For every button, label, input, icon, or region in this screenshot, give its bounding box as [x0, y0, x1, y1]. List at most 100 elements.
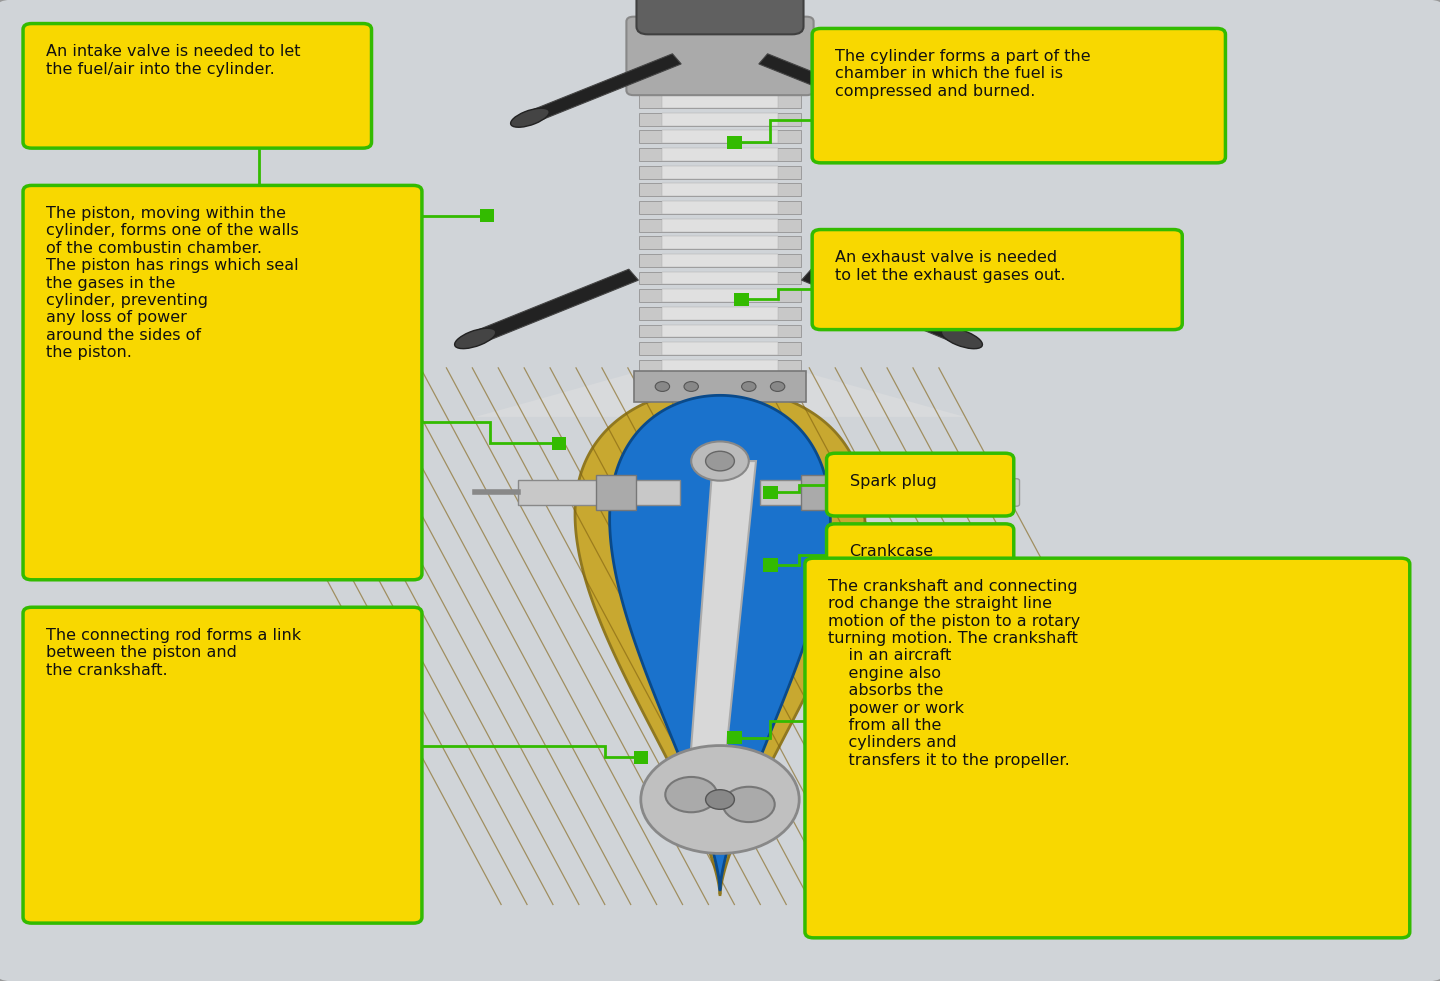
- Polygon shape: [575, 387, 865, 895]
- FancyBboxPatch shape: [639, 148, 801, 161]
- Circle shape: [684, 382, 698, 391]
- Ellipse shape: [891, 108, 929, 128]
- Text: The crankshaft and connecting
rod change the straight line
motion of the piston : The crankshaft and connecting rod change…: [828, 579, 1080, 768]
- FancyBboxPatch shape: [662, 148, 778, 161]
- FancyBboxPatch shape: [982, 479, 1020, 506]
- Polygon shape: [471, 269, 638, 344]
- FancyBboxPatch shape: [639, 113, 801, 126]
- Circle shape: [115, 849, 173, 888]
- Ellipse shape: [511, 108, 549, 128]
- Circle shape: [1172, 805, 1247, 856]
- FancyBboxPatch shape: [639, 201, 801, 214]
- Circle shape: [706, 790, 734, 809]
- Polygon shape: [802, 269, 966, 344]
- FancyBboxPatch shape: [662, 289, 778, 302]
- FancyBboxPatch shape: [23, 185, 422, 580]
- Circle shape: [168, 840, 186, 852]
- Circle shape: [321, 739, 356, 762]
- Bar: [763, 558, 778, 572]
- Circle shape: [168, 885, 186, 897]
- Circle shape: [742, 382, 756, 391]
- FancyBboxPatch shape: [662, 254, 778, 267]
- FancyBboxPatch shape: [812, 230, 1182, 330]
- Ellipse shape: [455, 329, 495, 348]
- Circle shape: [102, 885, 120, 897]
- Circle shape: [1237, 772, 1274, 798]
- Bar: [634, 750, 648, 764]
- FancyBboxPatch shape: [639, 360, 801, 373]
- Circle shape: [1248, 780, 1263, 790]
- Ellipse shape: [942, 329, 982, 348]
- FancyBboxPatch shape: [639, 289, 801, 302]
- Text: An intake valve is needed to let
the fuel/air into the cylinder.: An intake valve is needed to let the fue…: [46, 44, 301, 77]
- Polygon shape: [760, 480, 922, 505]
- Polygon shape: [759, 54, 914, 123]
- Circle shape: [1218, 759, 1293, 810]
- FancyBboxPatch shape: [639, 325, 801, 337]
- FancyBboxPatch shape: [801, 475, 841, 510]
- Circle shape: [655, 382, 670, 391]
- FancyBboxPatch shape: [636, 0, 804, 34]
- Bar: [727, 135, 742, 149]
- FancyBboxPatch shape: [662, 95, 778, 108]
- Text: The piston, moving within the
cylinder, forms one of the walls
of the combustin : The piston, moving within the cylinder, …: [46, 206, 300, 360]
- FancyBboxPatch shape: [662, 307, 778, 320]
- Circle shape: [301, 725, 376, 776]
- Circle shape: [1145, 755, 1182, 781]
- FancyBboxPatch shape: [634, 371, 806, 402]
- Circle shape: [102, 840, 120, 852]
- Text: The cylinder forms a part of the
chamber in which the fuel is
compressed and bur: The cylinder forms a part of the chamber…: [835, 49, 1092, 99]
- Bar: [480, 209, 494, 223]
- FancyBboxPatch shape: [639, 236, 801, 249]
- Bar: [727, 731, 742, 745]
- FancyBboxPatch shape: [662, 272, 778, 284]
- FancyBboxPatch shape: [662, 130, 778, 143]
- FancyBboxPatch shape: [959, 483, 991, 502]
- FancyBboxPatch shape: [639, 166, 801, 179]
- Circle shape: [665, 777, 717, 812]
- Ellipse shape: [307, 435, 340, 444]
- FancyBboxPatch shape: [639, 254, 801, 267]
- Polygon shape: [518, 480, 680, 505]
- Polygon shape: [526, 54, 681, 123]
- FancyBboxPatch shape: [639, 95, 801, 108]
- FancyBboxPatch shape: [662, 113, 778, 126]
- Circle shape: [691, 441, 749, 481]
- FancyBboxPatch shape: [662, 166, 778, 179]
- Bar: [763, 486, 778, 499]
- Circle shape: [1202, 826, 1217, 836]
- Bar: [552, 437, 566, 450]
- Circle shape: [706, 451, 734, 471]
- Polygon shape: [1094, 731, 1318, 863]
- FancyBboxPatch shape: [827, 453, 1014, 516]
- FancyBboxPatch shape: [23, 607, 422, 923]
- Ellipse shape: [288, 421, 383, 449]
- FancyBboxPatch shape: [805, 558, 1410, 938]
- FancyBboxPatch shape: [596, 475, 636, 510]
- Polygon shape: [475, 373, 965, 417]
- Polygon shape: [688, 461, 756, 785]
- FancyBboxPatch shape: [827, 524, 1014, 587]
- FancyBboxPatch shape: [662, 219, 778, 232]
- Polygon shape: [609, 395, 831, 890]
- FancyBboxPatch shape: [276, 404, 393, 503]
- Circle shape: [770, 382, 785, 391]
- Text: An exhaust valve is needed
to let the exhaust gases out.: An exhaust valve is needed to let the ex…: [835, 250, 1066, 283]
- Text: The connecting rod forms a link
between the piston and
the crankshaft.: The connecting rod forms a link between …: [46, 628, 301, 678]
- Circle shape: [84, 827, 204, 909]
- Ellipse shape: [294, 435, 376, 454]
- FancyBboxPatch shape: [662, 201, 778, 214]
- Circle shape: [1191, 818, 1228, 844]
- Bar: [734, 292, 749, 306]
- Circle shape: [723, 787, 775, 822]
- Text: Crankcase: Crankcase: [850, 544, 933, 559]
- Circle shape: [1156, 763, 1171, 773]
- FancyBboxPatch shape: [639, 130, 801, 143]
- FancyBboxPatch shape: [639, 307, 801, 320]
- FancyBboxPatch shape: [639, 183, 801, 196]
- FancyBboxPatch shape: [23, 24, 372, 148]
- FancyBboxPatch shape: [639, 219, 801, 232]
- FancyBboxPatch shape: [662, 342, 778, 355]
- Text: Spark plug: Spark plug: [850, 474, 936, 489]
- FancyBboxPatch shape: [662, 360, 778, 373]
